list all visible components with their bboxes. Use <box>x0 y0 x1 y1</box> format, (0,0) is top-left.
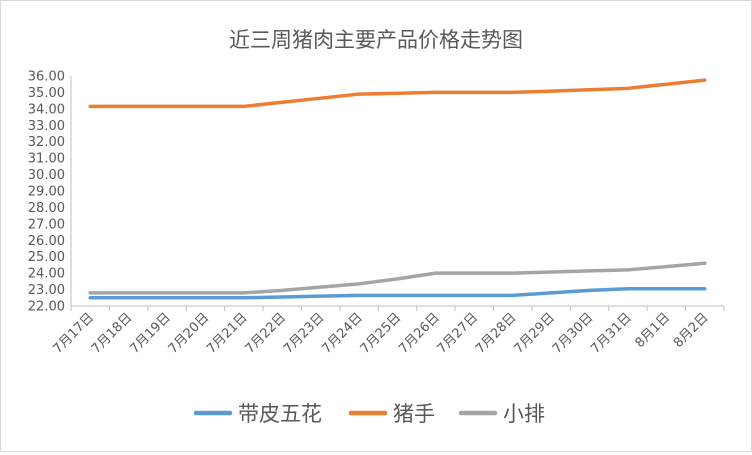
y-tick-label: 34.00 <box>28 102 65 117</box>
x-tick-label: 7月20日 <box>166 310 213 357</box>
y-tick-label: 31.00 <box>28 152 65 167</box>
x-tick-label: 7月19日 <box>127 310 174 357</box>
y-tick-label: 33.00 <box>28 119 65 134</box>
x-tick-label: 7月29日 <box>511 310 558 357</box>
series-line-2 <box>88 261 707 295</box>
x-tick-label: 8月2日 <box>671 310 712 351</box>
x-tick-label: 8月1日 <box>633 310 674 351</box>
x-tick-label: 7月22日 <box>243 310 290 357</box>
y-tick-label: 25.00 <box>28 250 65 265</box>
y-tick-label: 32.00 <box>28 135 65 150</box>
y-tick-label: 29.00 <box>28 185 65 200</box>
y-tick-label: 28.00 <box>28 201 65 216</box>
chart-title: 近三周猪肉主要产品价格走势图 <box>229 28 523 52</box>
legend: 带皮五花 猪手 小排 <box>193 402 545 426</box>
x-tick-label: 7月24日 <box>319 310 366 357</box>
y-tick-label: 24.00 <box>28 267 65 282</box>
series-layer <box>88 78 707 300</box>
legend-label: 小排 <box>503 402 545 426</box>
series-line-1 <box>88 78 707 109</box>
x-tick-label: 7月23日 <box>281 310 328 357</box>
y-tick-label: 36.00 <box>28 70 65 85</box>
x-tick-label: 7月30日 <box>550 310 597 357</box>
x-tick-label: 7月28日 <box>473 310 520 357</box>
y-tick-label: 35.00 <box>28 86 65 101</box>
y-tick-label: 26.00 <box>28 234 65 249</box>
x-tick-label: 7月21日 <box>204 310 251 357</box>
legend-item-0: 带皮五花 <box>193 402 322 426</box>
y-tick-label: 27.00 <box>28 217 65 232</box>
x-tick-label: 7月27日 <box>435 310 482 357</box>
y-tick-label: 22.00 <box>28 300 65 315</box>
x-tick-label: 7月25日 <box>358 310 405 357</box>
legend-label: 带皮五花 <box>238 402 322 426</box>
y-tick-label: 23.00 <box>28 283 65 298</box>
x-axis: 7月17日7月18日7月19日7月20日7月21日7月22日7月23日7月24日… <box>50 305 725 357</box>
y-tick-label: 30.00 <box>28 168 65 183</box>
x-tick-label: 7月31日 <box>588 310 635 357</box>
series-line-0 <box>88 287 707 300</box>
legend-item-1: 猪手 <box>348 402 435 426</box>
legend-label: 猪手 <box>393 402 435 426</box>
x-tick-label: 7月26日 <box>396 310 443 357</box>
x-tick-label: 7月18日 <box>89 310 136 357</box>
x-tick-label: 7月17日 <box>50 310 97 357</box>
legend-item-2: 小排 <box>458 402 545 426</box>
